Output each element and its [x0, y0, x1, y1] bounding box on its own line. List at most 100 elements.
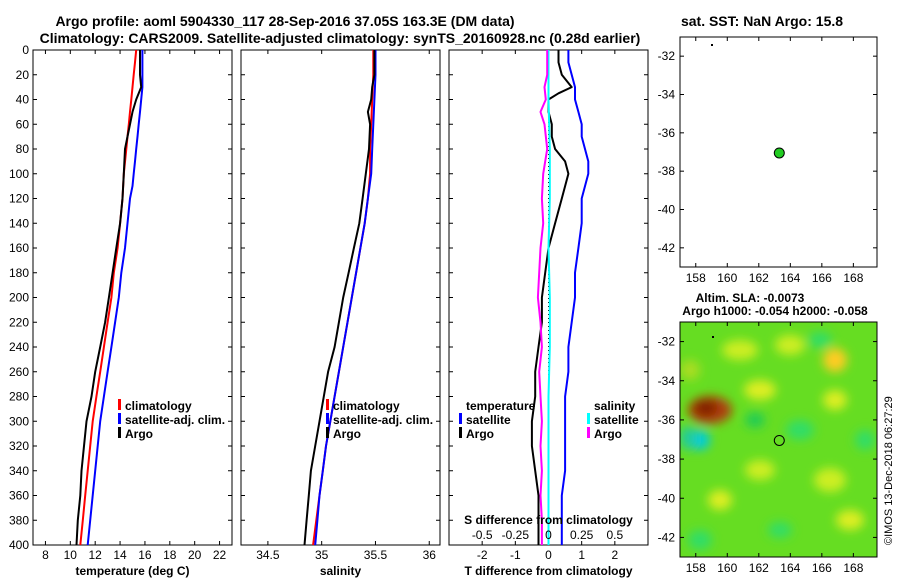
x-tick-label: 36 — [423, 548, 437, 562]
ssh-map-title-1: Altim. SLA: -0.0073 — [696, 291, 805, 305]
depth-tick-label: 340 — [9, 464, 29, 478]
ssh-anomaly-blob — [808, 332, 832, 348]
ssh-anomaly-blob — [708, 490, 732, 510]
argo-position-marker — [773, 434, 785, 446]
legend-label: Argo — [333, 427, 361, 441]
title-line-2: Climatology: CARS2009. Satellite-adjuste… — [40, 30, 641, 46]
depth-tick-label: 400 — [9, 538, 29, 552]
x-tick-label: 12 — [89, 548, 103, 562]
x-tick-label: 14 — [113, 548, 127, 562]
x-tick-label: 1 — [578, 548, 585, 562]
ssh-anomaly-blob — [680, 360, 700, 380]
series-line-satellite-adj-clim- — [314, 50, 377, 546]
legend-swatch — [118, 399, 121, 410]
series-line-climatology — [79, 49, 138, 546]
depth-tick-label: 0 — [22, 43, 29, 57]
legend-label: satellite — [594, 413, 639, 427]
legend-label: satellite-adj. clim. — [125, 413, 225, 427]
map-y-tick-label: -42 — [658, 530, 676, 544]
depth-tick-label: 160 — [9, 241, 29, 255]
ssh-anomaly-blob — [786, 420, 814, 440]
map-frame — [679, 321, 878, 558]
difference-panel: -2 -1 0 1 2 T difference from climatology temp… — [448, 49, 649, 578]
x-axis-label: temperature (deg C) — [75, 564, 189, 578]
ssh-anomaly-blob — [745, 412, 765, 428]
ssh-anomaly-blob — [775, 335, 805, 355]
x-tick-label: 16 — [138, 548, 152, 562]
ssh-anomaly-blob — [823, 348, 847, 372]
map-y-tick-label: -38 — [658, 452, 676, 466]
x-tick-label: 20 — [188, 548, 202, 562]
ssh-anomaly-blob — [744, 380, 776, 400]
x-tick-label: -1 — [510, 548, 521, 562]
legend-heading-temperature: temperature — [466, 399, 536, 413]
ssh-anomaly-blob — [680, 426, 696, 450]
ssh-anomaly-blob — [768, 522, 792, 538]
temperature-panel: 0 20 40 60 80 100 120 140 160 180 200 220 240 260 280 3… — [9, 43, 233, 578]
x-tick-label-top: 0 — [545, 528, 552, 542]
map-x-tick-label: 166 — [812, 561, 832, 575]
series-line-argo — [303, 50, 376, 546]
map-x-tick-label: 164 — [780, 561, 800, 575]
series-line-s-satellite — [547, 50, 551, 545]
map-y-tick-label: -40 — [658, 203, 676, 217]
x-tick-label: 34.5 — [256, 548, 280, 562]
depth-tick-label: 260 — [9, 365, 29, 379]
plot-frame — [32, 49, 233, 546]
legend-label: Argo — [125, 427, 153, 441]
ssh-map-panel: 158 160 162 164 166 168 -32 -34 -36 -38 -40 -42 — [658, 321, 878, 575]
map-y-tick-label: -40 — [658, 491, 676, 505]
salinity-panel: 34.5 35 35.5 36 salinity climatologysatellite… — [240, 49, 441, 578]
ssh-anomaly-blob — [745, 460, 775, 480]
x-axis-label-top: S difference from climatology — [464, 513, 633, 527]
legend-swatch — [326, 399, 329, 410]
x-tick-label: 18 — [163, 548, 177, 562]
ssh-anomaly-blob — [855, 430, 875, 450]
map-frame — [679, 36, 878, 268]
x-tick-label: 8 — [42, 548, 49, 562]
map-y-tick-label: -36 — [658, 126, 676, 140]
depth-tick-label: 140 — [9, 216, 29, 230]
depth-tick-label: 120 — [9, 192, 29, 206]
depth-tick-label: 380 — [9, 513, 29, 527]
sst-map-panel: 158 160 162 164 166 168 -32 -34 -36 -38 -40 -42 — [658, 36, 878, 285]
depth-tick-label: 20 — [16, 68, 30, 82]
x-tick-label-top: 0.5 — [606, 528, 623, 542]
ssh-map-title-2: Argo h1000: -0.054 h2000: -0.058 — [682, 304, 868, 318]
x-tick-label: 2 — [611, 548, 618, 562]
depth-tick-label: 60 — [16, 117, 30, 131]
x-tick-label: 35 — [315, 548, 329, 562]
depth-tick-label: 220 — [9, 315, 29, 329]
coast-speck — [712, 336, 714, 338]
legend-label: Argo — [466, 427, 494, 441]
x-tick-label: 22 — [213, 548, 227, 562]
title-line-1: Argo profile: aoml 5904330_117 28-Sep-20… — [55, 13, 514, 29]
ssh-anomaly-blob — [814, 468, 846, 492]
map-y-tick-label: -32 — [658, 335, 676, 349]
map-y-tick-label: -38 — [658, 164, 676, 178]
ssh-anomaly-blob — [823, 390, 847, 410]
x-tick-label-top: -0.25 — [502, 528, 530, 542]
map-y-tick-label: -36 — [658, 413, 676, 427]
x-tick-label: -2 — [477, 548, 488, 562]
legend-swatch — [326, 413, 329, 424]
x-tick-label-top: -0.5 — [472, 528, 493, 542]
legend-swatch — [326, 427, 329, 438]
depth-tick-label: 300 — [9, 414, 29, 428]
map-x-tick-label: 164 — [780, 271, 800, 285]
series-line-t-argo — [530, 50, 573, 545]
series-line-s-argo — [536, 50, 549, 545]
argo-position-marker — [773, 147, 785, 159]
series-line-t-satellite — [560, 50, 590, 545]
map-y-tick-label: -34 — [658, 88, 676, 102]
depth-tick-label: 360 — [9, 489, 29, 503]
coast-speck — [711, 44, 713, 46]
series-line-satellite-adj-clim- — [86, 50, 144, 546]
legend-swatch — [118, 427, 121, 438]
map-y-tick-label: -32 — [658, 49, 676, 63]
depth-tick-label: 180 — [9, 266, 29, 280]
ssh-anomaly-blob — [836, 510, 864, 530]
x-axis-label: T difference from climatology — [464, 564, 632, 578]
map-x-tick-label: 166 — [812, 271, 832, 285]
map-x-tick-label: 158 — [686, 561, 706, 575]
